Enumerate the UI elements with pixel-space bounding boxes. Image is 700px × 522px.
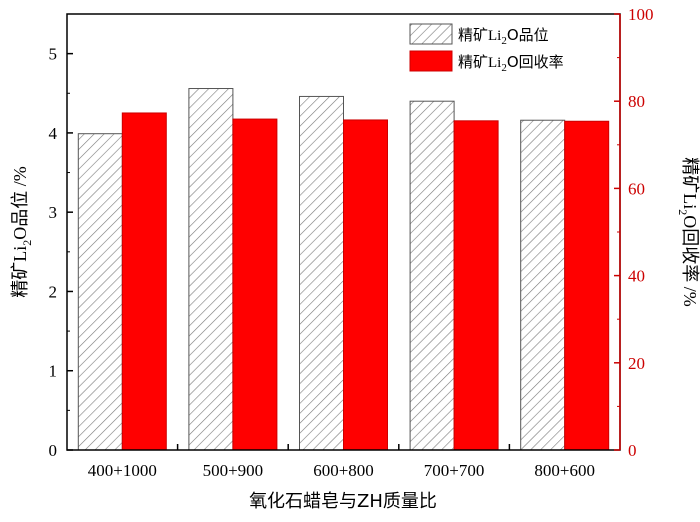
legend-swatch-grade: [409, 23, 453, 45]
right-tick-label: 40: [628, 267, 645, 286]
bar-grade: [77, 133, 123, 451]
left-tick-label: 0: [49, 441, 58, 460]
x-axis-title: 氧化石蜡皂与ZH质量比: [249, 491, 437, 512]
legend-label-recovery: 精矿Li2O回收率: [458, 53, 564, 74]
bar-grade: [299, 95, 344, 451]
bar-recovery: [564, 120, 610, 451]
left-tick-label: 5: [49, 45, 58, 64]
legend: 精矿Li2O品位 精矿Li2O回收率: [409, 23, 564, 74]
bar-recovery: [121, 112, 167, 451]
x-axis-ticks: 400+1000 500+900 600+800 700+700 800+600: [88, 444, 595, 480]
right-axis-ticks: 0 20 40 60 80 100: [614, 5, 654, 460]
left-tick-label: 3: [49, 203, 58, 222]
left-tick-label: 4: [49, 124, 58, 143]
bar-recovery: [453, 120, 499, 451]
right-axis-title: 精矿Li2O回收率 /%: [676, 157, 700, 307]
x-tick-label: 400+1000: [88, 461, 157, 480]
right-tick-label: 20: [628, 354, 645, 373]
x-tick-label: 700+700: [424, 461, 485, 480]
right-tick-label: 0: [628, 441, 637, 460]
left-tick-label: 2: [49, 282, 58, 301]
bar-grade: [188, 88, 234, 451]
left-tick-label: 1: [49, 362, 58, 381]
left-axis-ticks: 0 1 2 3 4 5: [49, 45, 73, 460]
bar-grade: [409, 100, 455, 451]
bar-recovery: [343, 119, 388, 451]
left-axis-title: 精矿Li2O品位 /%: [10, 166, 34, 298]
right-tick-label: 80: [628, 92, 645, 111]
bar-recovery: [232, 118, 278, 451]
bars-layer: [77, 88, 610, 451]
bar-grade: [520, 119, 566, 451]
right-tick-label: 60: [628, 179, 645, 198]
x-tick-label: 800+600: [534, 461, 595, 480]
x-tick-label: 500+900: [203, 461, 264, 480]
right-tick-label: 100: [628, 5, 654, 24]
x-tick-label: 600+800: [313, 461, 374, 480]
legend-label-grade: 精矿Li2O品位: [458, 26, 549, 47]
legend-swatch-recovery: [409, 50, 453, 72]
